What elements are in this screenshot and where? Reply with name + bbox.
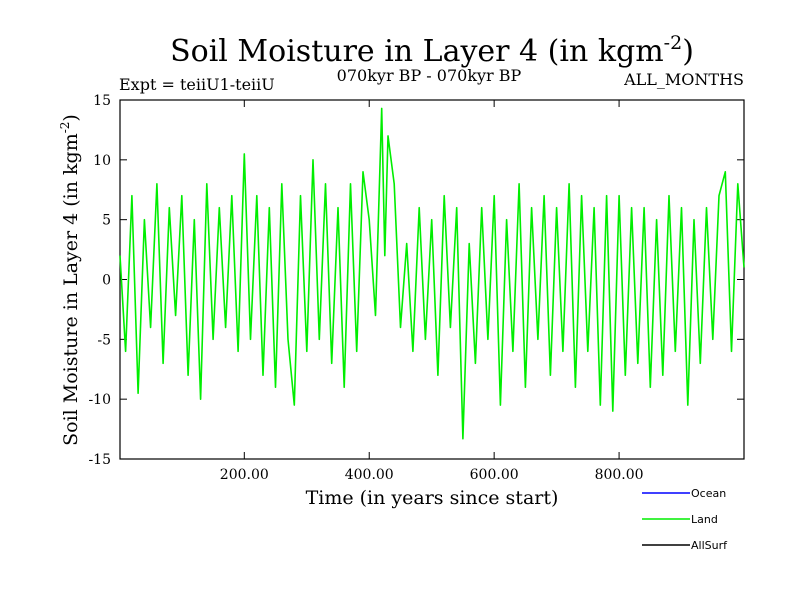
y-tick-label: -15 xyxy=(88,452,111,468)
y-tick-label: -5 xyxy=(97,332,111,348)
y-tick-label: 15 xyxy=(93,93,111,109)
y-axis: 15 10 5 0 -5 -10 -15 xyxy=(88,93,744,468)
y-tick-label: 5 xyxy=(102,213,111,229)
chart-title: Soil Moisture in Layer 4 (in kgm-2) xyxy=(170,32,694,69)
series-layer xyxy=(119,107,745,440)
months-label: ALL_MONTHS xyxy=(623,70,744,89)
y-axis-label-main: Soil Moisture in Layer 4 (in kgm xyxy=(60,133,82,446)
y-tick-label: -10 xyxy=(88,392,111,408)
y-tick-label: 10 xyxy=(93,153,111,169)
legend-label-land: Land xyxy=(691,513,718,526)
period-label: 070kyr BP - 070kyr BP xyxy=(337,66,522,85)
x-tick-label: 400.00 xyxy=(345,467,394,483)
chart-title-main: Soil Moisture in Layer 4 (in kgm xyxy=(170,34,664,69)
y-tick-label: 0 xyxy=(102,273,111,289)
x-tick-label: 800.00 xyxy=(595,467,644,483)
y-axis-label: Soil Moisture in Layer 4 (in kgm-2) xyxy=(58,114,82,446)
chart-title-superscript: -2 xyxy=(664,32,683,54)
legend-label-ocean: Ocean xyxy=(691,487,726,500)
legend: Ocean Land AllSurf xyxy=(642,487,728,552)
y-axis-label-suffix: ) xyxy=(60,114,82,121)
series-line-land xyxy=(119,107,745,440)
x-axis-label: Time (in years since start) xyxy=(306,487,559,509)
chart-title-suffix: ) xyxy=(682,34,694,69)
x-tick-label: 200.00 xyxy=(220,467,269,483)
x-tick-label: 600.00 xyxy=(470,467,519,483)
plot-frame xyxy=(119,99,745,460)
y-axis-label-superscript: -2 xyxy=(58,122,72,134)
legend-label-allsurf: AllSurf xyxy=(691,539,728,552)
experiment-label: Expt = teiiU1-teiiU xyxy=(119,75,275,94)
x-axis: 200.00 400.00 600.00 800.00 xyxy=(220,100,644,483)
